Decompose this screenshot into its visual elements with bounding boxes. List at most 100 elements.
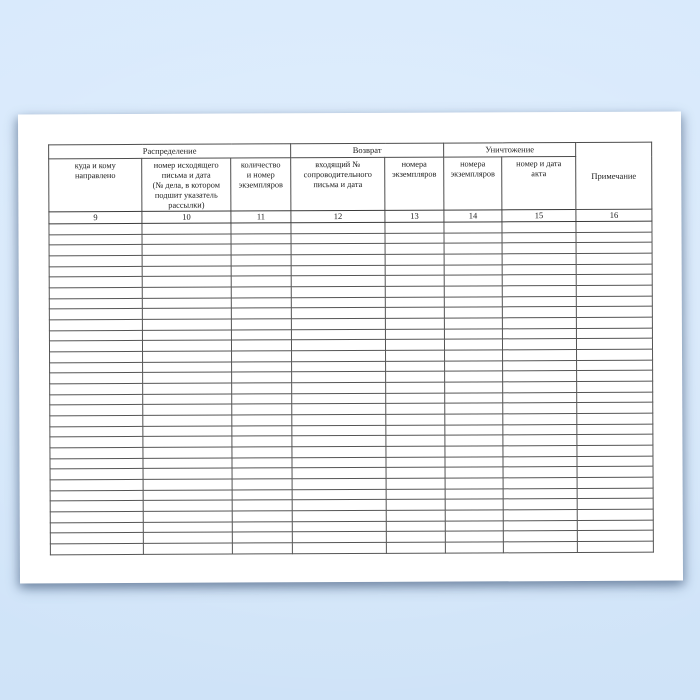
empty-cell xyxy=(385,318,445,330)
empty-cell xyxy=(502,381,577,393)
empty-cell xyxy=(444,275,503,287)
empty-cell xyxy=(576,263,653,275)
empty-cell xyxy=(444,307,503,319)
empty-cell xyxy=(142,415,232,427)
empty-cell xyxy=(50,532,144,544)
column-header-row: куда и кому направлено номер исходящего … xyxy=(48,156,652,212)
column-number: 14 xyxy=(443,209,502,223)
empty-cell xyxy=(49,447,143,459)
empty-cell xyxy=(445,509,504,521)
empty-cell xyxy=(49,458,144,470)
empty-cell xyxy=(444,381,503,393)
empty-cell xyxy=(386,531,446,543)
empty-cell xyxy=(231,393,292,405)
empty-cell xyxy=(444,253,503,265)
empty-cell xyxy=(503,498,578,510)
empty-cell xyxy=(50,511,144,523)
empty-cell xyxy=(291,425,386,437)
empty-cell xyxy=(291,414,386,426)
empty-cell xyxy=(445,477,504,489)
empty-cell xyxy=(502,338,577,350)
empty-cell xyxy=(385,339,445,351)
empty-cell xyxy=(502,306,577,318)
empty-cell xyxy=(291,233,386,245)
empty-cell xyxy=(444,264,503,276)
empty-cell xyxy=(385,232,445,244)
empty-cell xyxy=(49,383,143,395)
empty-cell xyxy=(386,542,446,554)
empty-cell xyxy=(385,403,445,415)
column-header-note: Примечание xyxy=(575,142,652,210)
empty-cell xyxy=(291,318,386,330)
empty-cell xyxy=(502,370,577,382)
column-header-act-number-date: номер и дата акта xyxy=(501,156,576,210)
empty-cell xyxy=(142,351,232,363)
empty-cell xyxy=(231,382,292,394)
empty-cell xyxy=(444,339,503,351)
empty-cell xyxy=(576,370,653,382)
empty-cell xyxy=(142,276,232,288)
empty-cell xyxy=(576,317,653,329)
empty-cell xyxy=(576,349,653,361)
empty-cell xyxy=(292,542,387,554)
empty-cell xyxy=(444,349,503,361)
empty-cell xyxy=(385,328,445,340)
empty-cell xyxy=(143,468,233,480)
empty-cell xyxy=(142,404,232,416)
empty-cell xyxy=(292,531,387,543)
column-number: 10 xyxy=(141,211,231,224)
empty-row xyxy=(50,541,654,555)
empty-cell xyxy=(385,296,445,308)
empty-cell xyxy=(577,509,654,521)
empty-cell xyxy=(444,445,503,457)
empty-cell xyxy=(502,434,577,446)
empty-cell xyxy=(502,413,577,425)
empty-cell xyxy=(50,500,144,512)
empty-cell xyxy=(231,372,292,384)
empty-cell xyxy=(231,244,292,256)
empty-cell xyxy=(143,489,233,501)
empty-cell xyxy=(142,265,232,277)
empty-cell xyxy=(291,329,386,341)
empty-cell xyxy=(231,297,292,309)
empty-cell xyxy=(232,521,293,533)
empty-cell xyxy=(231,425,292,437)
column-header-copy-numbers-destruction: номера экземпляров xyxy=(443,156,502,211)
empty-cell xyxy=(576,327,653,339)
empty-cell xyxy=(576,253,653,265)
empty-cell xyxy=(231,329,292,341)
table-header: Распределение Возврат Уничтожение Примеч… xyxy=(48,142,652,224)
empty-cell xyxy=(385,371,445,383)
empty-cell xyxy=(503,477,578,489)
empty-cell xyxy=(386,520,446,532)
empty-cell xyxy=(292,467,387,479)
empty-cell xyxy=(231,276,292,288)
empty-cell xyxy=(444,456,504,468)
empty-cell xyxy=(142,329,232,341)
empty-cell xyxy=(49,308,143,320)
empty-cell xyxy=(385,350,445,362)
empty-cell xyxy=(576,391,653,403)
empty-cell xyxy=(232,510,293,522)
empty-cell xyxy=(576,242,653,254)
column-number: 9 xyxy=(48,211,142,224)
empty-cell xyxy=(576,434,653,446)
empty-cell xyxy=(291,435,386,447)
empty-cell xyxy=(576,359,653,371)
empty-cell xyxy=(49,266,143,278)
empty-cell xyxy=(385,286,445,298)
empty-cell xyxy=(49,415,143,427)
empty-cell xyxy=(231,404,292,416)
empty-cell xyxy=(577,487,654,499)
empty-cell xyxy=(142,436,232,448)
empty-cell xyxy=(385,243,445,255)
registry-form-table: Распределение Возврат Уничтожение Примеч… xyxy=(48,141,654,556)
empty-cell xyxy=(230,222,292,234)
empty-cell xyxy=(232,532,293,544)
empty-cell xyxy=(49,436,143,448)
empty-cell xyxy=(384,222,445,234)
empty-cell xyxy=(576,413,653,425)
empty-cell xyxy=(48,223,143,235)
empty-cell xyxy=(291,265,386,277)
